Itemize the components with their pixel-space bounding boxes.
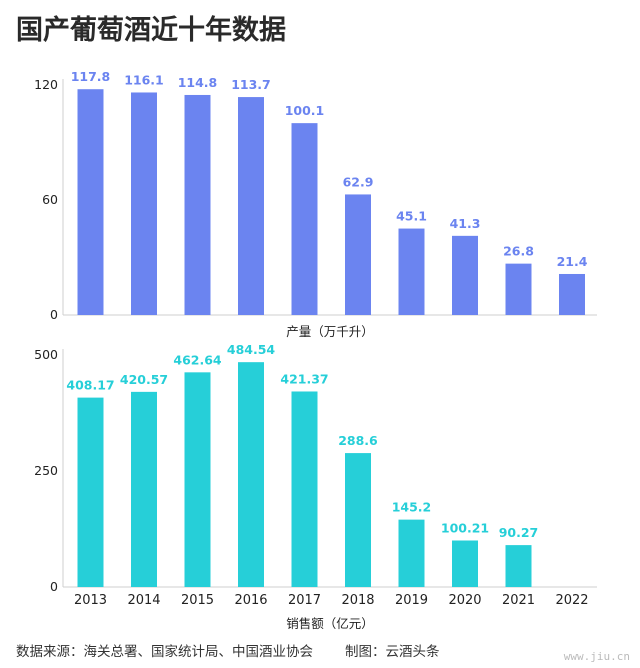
production-unit-label: 产量（万千升） bbox=[286, 324, 374, 339]
sales-chart: 0 250 500 408.17 2013 420.57 2014 462.64 2015 484… bbox=[34, 342, 597, 631]
production-bar-2014 bbox=[131, 92, 157, 315]
sales-bar-2018 bbox=[345, 453, 371, 587]
sales-data-label: 408.17 bbox=[66, 378, 114, 393]
x-tick-label-2016: 2016 bbox=[234, 593, 267, 608]
chart-credit: 制图：云酒头条 bbox=[345, 644, 440, 660]
watermark: www.jiu.cn bbox=[563, 650, 630, 663]
sales-bar-2021 bbox=[505, 545, 532, 587]
production-data-label: 62.9 bbox=[343, 174, 374, 189]
production-data-label: 45.1 bbox=[396, 209, 427, 224]
sales-bar-2014 bbox=[131, 391, 157, 587]
x-tick-label-2021: 2021 bbox=[502, 593, 535, 608]
sales-unit-label: 销售额（亿元） bbox=[286, 616, 374, 631]
x-tick-label-2015: 2015 bbox=[181, 593, 214, 608]
sales-bar-2016 bbox=[238, 362, 264, 587]
x-tick-label-2018: 2018 bbox=[341, 593, 374, 608]
production-bar-2021 bbox=[505, 263, 532, 315]
production-chart: 0 60 120 117.8 116.1 114.8 113.7 100.1 62.9 45.1 4… bbox=[34, 69, 597, 339]
production-y-tick-label: 0 bbox=[50, 307, 58, 322]
production-data-label: 100.1 bbox=[285, 103, 325, 118]
sales-bar-2015 bbox=[184, 372, 211, 587]
sales-data-label: 462.64 bbox=[173, 352, 222, 367]
production-bar-2016 bbox=[238, 97, 264, 315]
sales-data-label: 420.57 bbox=[120, 372, 168, 387]
production-data-label: 113.7 bbox=[231, 77, 271, 92]
x-tick-label-2019: 2019 bbox=[395, 593, 428, 608]
x-tick-label-2014: 2014 bbox=[127, 593, 160, 608]
sales-y-tick-label: 500 bbox=[34, 347, 58, 362]
sales-y-tick-label: 250 bbox=[34, 463, 58, 478]
sales-data-label: 100.21 bbox=[441, 521, 489, 536]
sales-data-label: 421.37 bbox=[280, 371, 328, 386]
production-data-label: 117.8 bbox=[71, 69, 111, 84]
sales-y-tick-label: 0 bbox=[50, 579, 58, 594]
production-data-label: 26.8 bbox=[503, 244, 534, 259]
sales-bar-2019 bbox=[398, 519, 425, 587]
production-data-label: 41.3 bbox=[450, 216, 481, 231]
production-bar-2015 bbox=[184, 94, 211, 315]
data-source-note: 数据来源：海关总署、国家统计局、中国酒业协会 bbox=[16, 644, 313, 660]
sales-data-label: 484.54 bbox=[227, 342, 276, 357]
production-data-label: 116.1 bbox=[124, 72, 164, 87]
x-tick-label-2020: 2020 bbox=[448, 593, 481, 608]
sales-data-label: 145.2 bbox=[392, 500, 432, 515]
x-tick-label-2017: 2017 bbox=[288, 593, 321, 608]
production-bar-2013 bbox=[77, 89, 104, 315]
production-data-label: 114.8 bbox=[178, 75, 218, 90]
production-bar-2017 bbox=[291, 123, 318, 316]
chart-area: 0 60 120 117.8 116.1 114.8 113.7 100.1 62.9 45.1 4… bbox=[34, 69, 597, 631]
production-bar-2022 bbox=[559, 273, 585, 315]
sales-data-label: 288.6 bbox=[338, 433, 378, 448]
production-bar-2018 bbox=[345, 194, 371, 315]
production-data-label: 21.4 bbox=[557, 254, 588, 269]
production-bar-2019 bbox=[398, 228, 425, 315]
sales-bar-2013 bbox=[77, 397, 104, 587]
production-y-tick-label: 120 bbox=[34, 77, 58, 92]
x-tick-label-2022: 2022 bbox=[555, 593, 588, 608]
production-y-tick-label: 60 bbox=[42, 192, 58, 207]
production-bar-2020 bbox=[452, 235, 478, 315]
x-tick-label-2013: 2013 bbox=[74, 593, 107, 608]
sales-data-label: 90.27 bbox=[499, 525, 539, 540]
page-title: 国产葡萄酒近十年数据 bbox=[16, 15, 286, 46]
sales-bar-2017 bbox=[291, 391, 318, 587]
sales-bar-2020 bbox=[452, 540, 478, 587]
